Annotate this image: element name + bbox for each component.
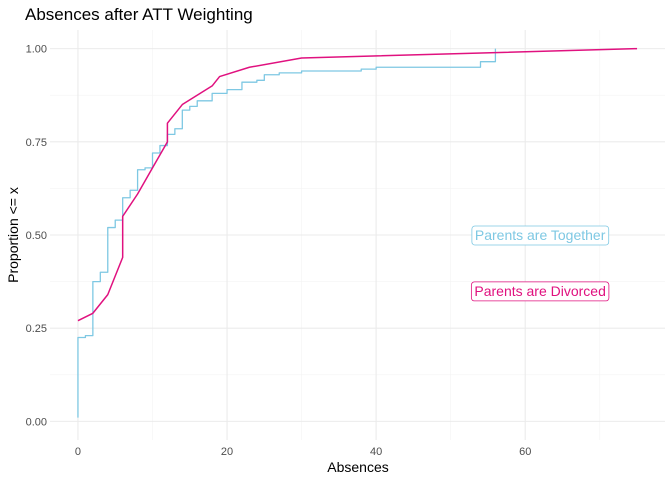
annotation-text: Parents are Together bbox=[475, 227, 606, 243]
annotation-label: Parents are Divorced bbox=[470, 281, 610, 302]
annotation-box bbox=[471, 225, 610, 246]
x-tick-label: 60 bbox=[519, 446, 531, 458]
annotation-text: Parents are Divorced bbox=[474, 283, 606, 299]
x-axis-title: Absences bbox=[327, 459, 388, 475]
y-tick-label: 0.25 bbox=[26, 323, 47, 335]
y-tick-label: 1.00 bbox=[26, 44, 47, 56]
y-tick-label: 0.75 bbox=[26, 137, 47, 149]
tick-labels: 0 20 40 60 0.00 0.25 0.50 0.75 1.00 bbox=[26, 44, 532, 458]
annotations: Parents are Together Parents are Divorced bbox=[470, 225, 610, 302]
chart-title: Absences after ATT Weighting bbox=[25, 5, 253, 24]
x-tick-label: 20 bbox=[221, 446, 233, 458]
series-line-divorced bbox=[77, 47, 638, 322]
y-axis-title: Proportion <= x bbox=[5, 187, 21, 283]
x-tick-label: 40 bbox=[370, 446, 382, 458]
series-layer bbox=[77, 47, 638, 418]
x-tick-label: 0 bbox=[75, 446, 81, 458]
y-tick-label: 0.00 bbox=[26, 416, 47, 428]
series-line-together bbox=[77, 48, 497, 418]
y-tick-label: 0.50 bbox=[26, 230, 47, 242]
grid bbox=[50, 30, 665, 440]
annotation-box bbox=[470, 281, 610, 302]
annotation-label: Parents are Together bbox=[471, 225, 610, 246]
